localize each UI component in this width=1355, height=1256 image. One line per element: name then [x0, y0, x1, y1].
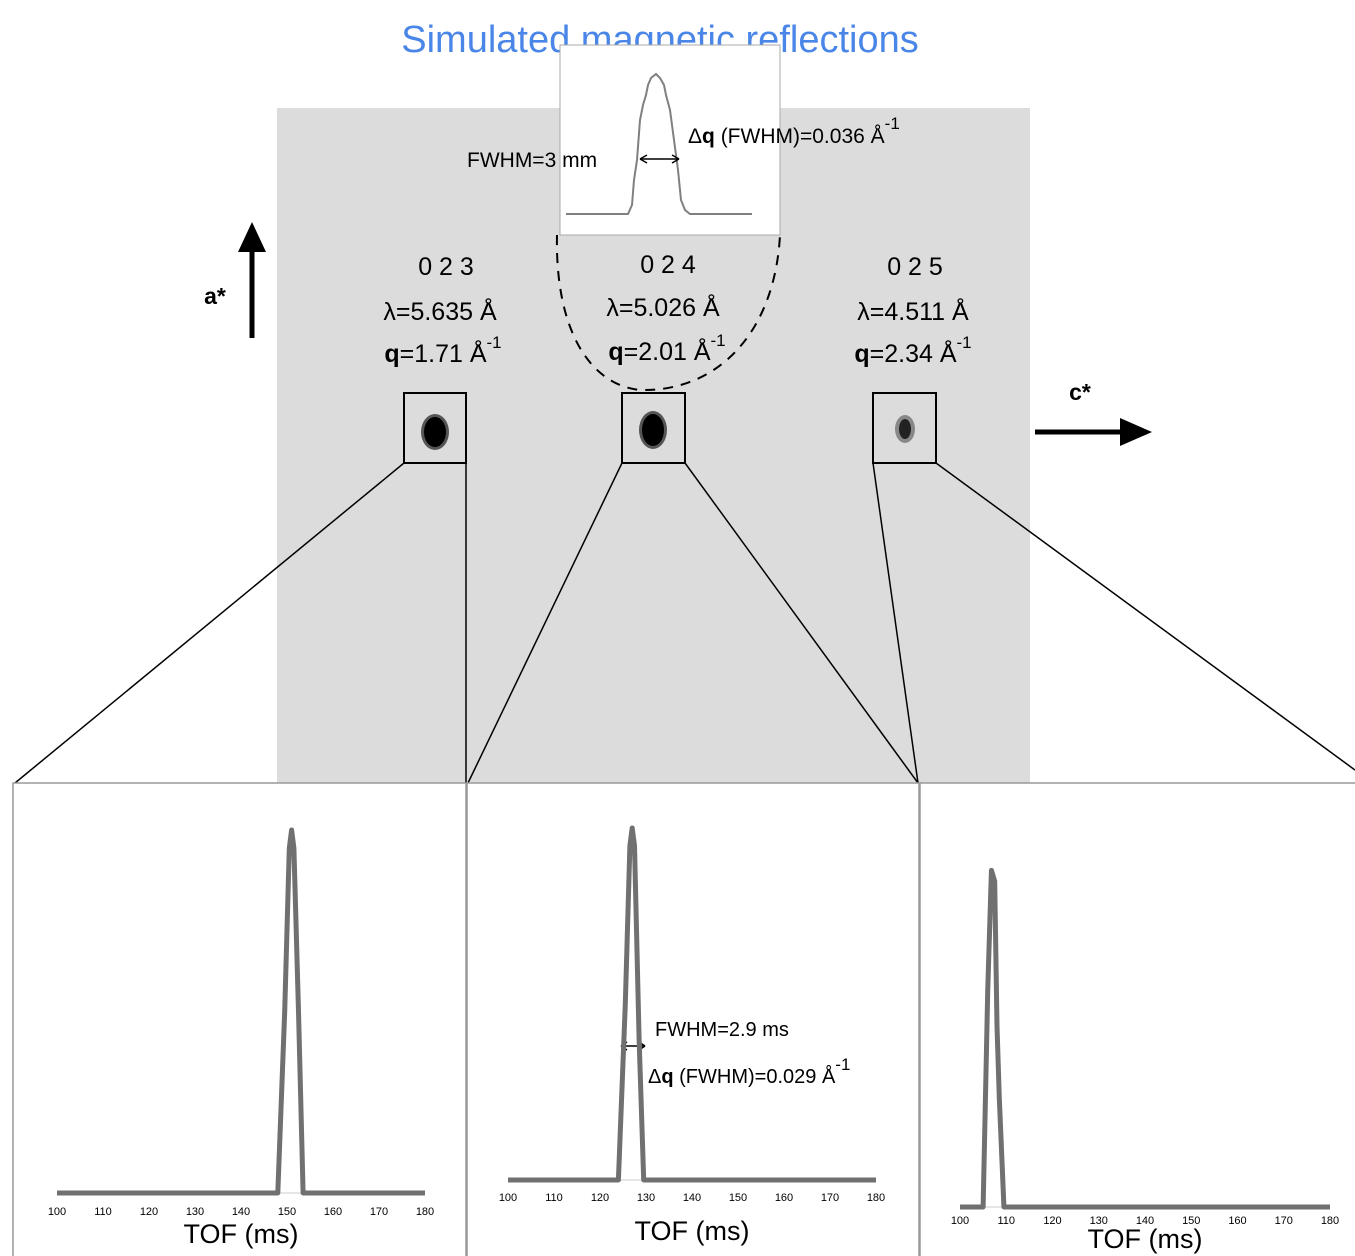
svg-text:0 2 4: 0 2 4: [640, 251, 696, 279]
x-tick-label: 160: [775, 1192, 793, 1204]
svg-text:λ=5.635 Å: λ=5.635 Å: [383, 296, 497, 326]
x-tick-label: 140: [232, 1206, 250, 1218]
x-tick-label: 120: [140, 1206, 158, 1218]
x-tick-label: 160: [324, 1206, 342, 1218]
svg-text:0 2 3: 0 2 3: [418, 253, 474, 281]
x-tick-label: 180: [867, 1192, 885, 1204]
x-axis-label: TOF (ms): [635, 1216, 750, 1246]
x-tick-label: 110: [545, 1192, 563, 1204]
x-axis-label: TOF (ms): [1088, 1224, 1203, 1254]
a-star-label: a*: [204, 283, 226, 309]
c-star-label: c*: [1069, 379, 1091, 405]
svg-text:λ=4.511 Å: λ=4.511 Å: [857, 296, 969, 326]
x-tick-label: 170: [370, 1206, 388, 1218]
c-star-arrow: [1035, 418, 1152, 446]
x-axis-label: TOF (ms): [184, 1219, 299, 1249]
x-tick-label: 150: [278, 1206, 296, 1218]
x-tick-label: 120: [591, 1192, 609, 1204]
x-tick-label: 130: [186, 1206, 204, 1218]
x-tick-label: 100: [48, 1206, 66, 1218]
x-tick-label: 180: [416, 1206, 434, 1218]
x-tick-label: 110: [94, 1206, 112, 1218]
x-tick-label: 170: [821, 1192, 839, 1204]
x-tick-label: 100: [499, 1192, 517, 1204]
x-tick-label: 120: [1043, 1215, 1061, 1227]
x-tick-label: 170: [1275, 1215, 1293, 1227]
x-tick-label: 130: [637, 1192, 655, 1204]
x-tick-label: 180: [1321, 1215, 1339, 1227]
inset-fwhm: FWHM=3 mm: [467, 149, 597, 172]
svg-text:0 2 5: 0 2 5: [887, 253, 943, 281]
x-tick-label: 140: [683, 1192, 701, 1204]
x-tick-label: 110: [997, 1215, 1015, 1227]
svg-text:λ=5.026 Å: λ=5.026 Å: [606, 292, 720, 322]
figure: Simulated magnetic reflections FWHM=3 mm…: [0, 0, 1355, 1256]
a-star-arrow: [238, 222, 266, 338]
x-tick-label: 150: [729, 1192, 747, 1204]
x-tick-label: 160: [1228, 1215, 1246, 1227]
fwhm-annotation: FWHM=2.9 ms: [655, 1019, 789, 1041]
x-tick-label: 100: [951, 1215, 969, 1227]
